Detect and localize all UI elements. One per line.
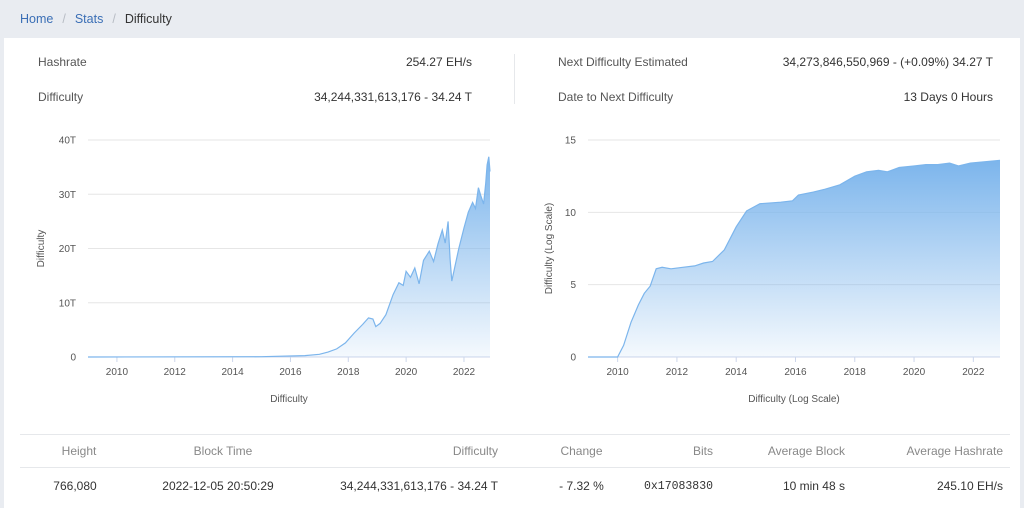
table-row: 766,080 2022-12-05 20:50:29 34,244,331,6… bbox=[20, 468, 1010, 504]
col-block-time-header[interactable]: Block Time bbox=[193, 444, 253, 458]
x-tick-label: 2014 bbox=[725, 367, 748, 378]
date-next-difficulty-label: Date to Next Difficulty bbox=[558, 90, 674, 104]
x-tick-label: 2014 bbox=[221, 367, 244, 378]
series-line bbox=[588, 159, 1001, 358]
x-tick-label: 2018 bbox=[844, 367, 867, 378]
breadcrumb-separator: / bbox=[62, 12, 66, 26]
col-bits-header[interactable]: Bits bbox=[692, 444, 713, 458]
hashrate-row: Hashrate 254.27 EH/s bbox=[38, 55, 472, 69]
y-tick-label: 5 bbox=[570, 280, 576, 291]
x-tick-label: 2010 bbox=[106, 367, 129, 378]
difficulty-row: Difficulty 34,244,331,613,176 - 34.24 T bbox=[38, 90, 472, 104]
y-tick-label: 30T bbox=[59, 190, 76, 201]
y-axis-title: Difficulty (Log Scale) bbox=[544, 203, 555, 295]
x-tick-label: 2020 bbox=[903, 367, 926, 378]
x-tick-label: 2016 bbox=[279, 367, 302, 378]
avg-block-cell: 10 min 48 s bbox=[782, 479, 845, 493]
stats-divider bbox=[514, 54, 515, 104]
difficulty-cell: 34,244,331,613,176 - 34.24 T bbox=[340, 479, 498, 493]
x-tick-label: 2018 bbox=[337, 367, 360, 378]
hashrate-label: Hashrate bbox=[38, 55, 87, 69]
avg-hashrate-cell: 245.10 EH/s bbox=[936, 479, 1003, 493]
difficulty-label: Difficulty bbox=[38, 90, 84, 104]
x-tick-label: 2020 bbox=[395, 367, 418, 378]
bits-cell: 0x17083830 bbox=[643, 479, 713, 493]
series-area bbox=[588, 160, 1000, 357]
x-axis-title: Difficulty bbox=[270, 394, 308, 405]
breadcrumb-current: Difficulty bbox=[124, 12, 172, 26]
x-tick-label: 2010 bbox=[607, 367, 630, 378]
x-tick-label: 2022 bbox=[453, 367, 476, 378]
difficulty-chart: 0 10T 20T 30T 40T 2010 2012 2014 2016 2018 2020 202… bbox=[36, 136, 491, 405]
breadcrumb-separator: / bbox=[112, 12, 116, 26]
y-tick-label: 10T bbox=[59, 298, 76, 309]
date-next-difficulty-value: 13 Days 0 Hours bbox=[903, 90, 993, 104]
hashrate-value: 254.27 EH/s bbox=[405, 55, 472, 69]
col-change-header[interactable]: Change bbox=[560, 444, 603, 458]
x-tick-label: 2012 bbox=[164, 367, 187, 378]
breadcrumb-home-link[interactable]: Home bbox=[20, 12, 54, 26]
y-tick-label: 15 bbox=[565, 136, 577, 147]
y-tick-label: 0 bbox=[570, 353, 576, 364]
x-tick-label: 2022 bbox=[962, 367, 985, 378]
y-tick-label: 0 bbox=[70, 353, 76, 364]
next-difficulty-value: 34,273,846,550,969 - (+0.09%) 34.27 T bbox=[782, 55, 993, 69]
height-link[interactable]: 766,080 bbox=[53, 479, 97, 493]
series-line bbox=[87, 156, 491, 358]
breadcrumb-stats-link[interactable]: Stats bbox=[74, 12, 104, 26]
col-height-header[interactable]: Height bbox=[61, 444, 97, 458]
date-next-difficulty-row: Date to Next Difficulty 13 Days 0 Hours bbox=[558, 90, 993, 104]
series-area bbox=[88, 156, 490, 357]
change-cell: - 7.32 % bbox=[559, 479, 604, 493]
x-tick-label: 2012 bbox=[666, 367, 689, 378]
breadcrumb: Home / Stats / Difficulty bbox=[0, 0, 1024, 38]
difficulty-table-header: Height Block Time Difficulty Change Bits… bbox=[20, 434, 1010, 468]
difficulty-log-chart: 0 5 10 15 2010 2012 2014 2016 2018 2020 2022 Diffic… bbox=[544, 136, 1001, 405]
next-difficulty-row: Next Difficulty Estimated 34,273,846,550… bbox=[558, 55, 993, 69]
x-tick-label: 2016 bbox=[784, 367, 807, 378]
next-difficulty-label: Next Difficulty Estimated bbox=[558, 55, 688, 69]
y-axis-title: Difficulty bbox=[36, 230, 47, 268]
x-axis-title: Difficulty (Log Scale) bbox=[748, 394, 840, 405]
y-tick-label: 10 bbox=[565, 208, 577, 219]
block-time-cell: 2022-12-05 20:50:29 bbox=[162, 479, 274, 493]
y-tick-label: 20T bbox=[59, 244, 76, 255]
col-avg-hashrate-header[interactable]: Average Hashrate bbox=[906, 444, 1003, 458]
col-difficulty-header[interactable]: Difficulty bbox=[452, 444, 498, 458]
col-avg-block-header[interactable]: Average Block bbox=[767, 444, 845, 458]
difficulty-value: 34,244,331,613,176 - 34.24 T bbox=[314, 90, 472, 104]
y-tick-label: 40T bbox=[59, 136, 76, 147]
